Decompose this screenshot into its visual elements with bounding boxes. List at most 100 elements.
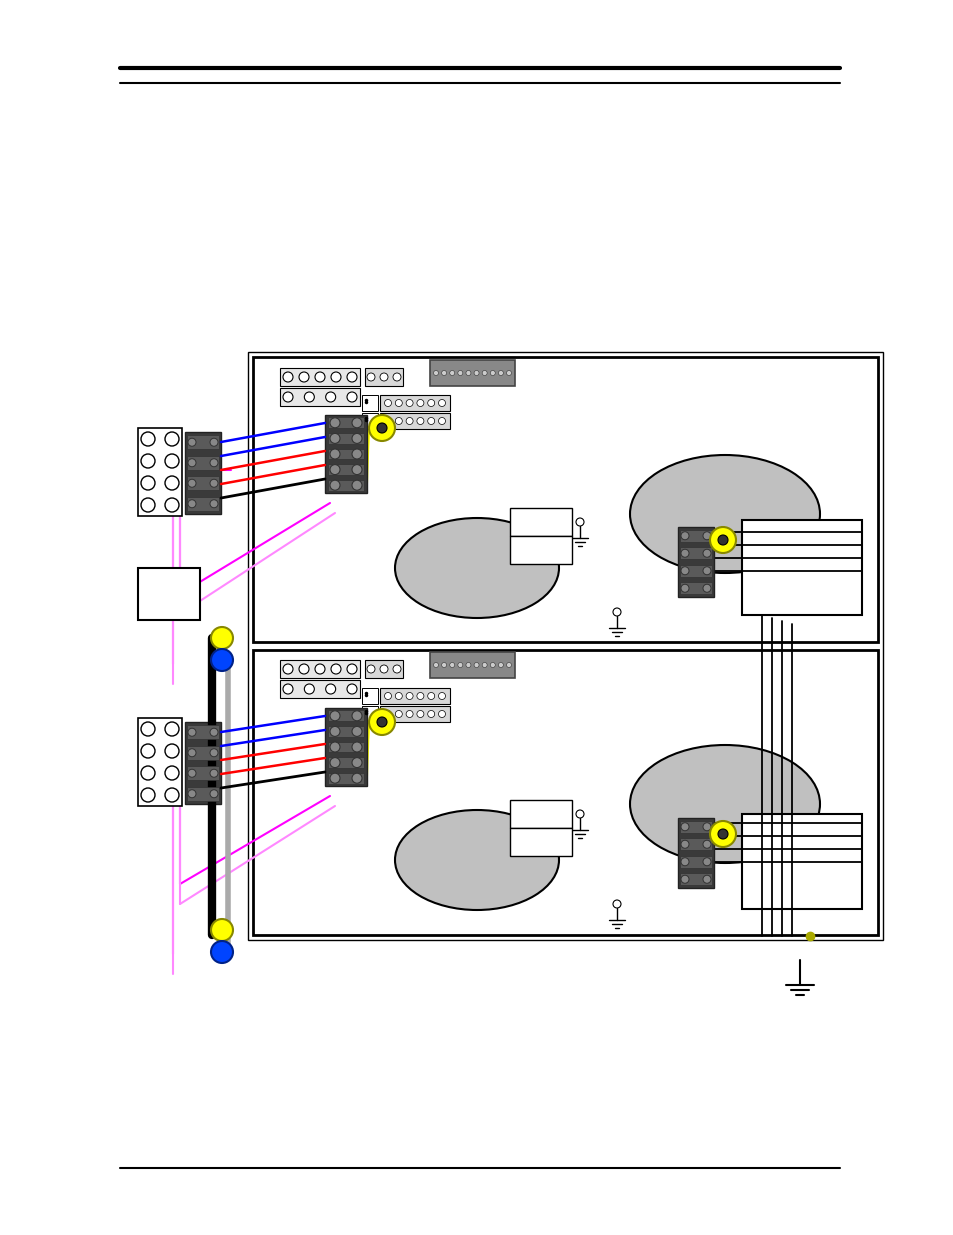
Circle shape xyxy=(352,742,361,752)
Bar xyxy=(138,718,182,806)
Bar xyxy=(187,725,219,740)
Circle shape xyxy=(709,527,735,553)
Circle shape xyxy=(141,743,154,758)
Bar xyxy=(187,787,219,802)
Circle shape xyxy=(283,664,293,674)
Bar xyxy=(510,800,572,827)
Bar xyxy=(510,508,572,536)
Circle shape xyxy=(490,370,495,375)
Bar xyxy=(679,547,711,559)
Circle shape xyxy=(395,710,402,718)
Circle shape xyxy=(395,693,402,699)
Circle shape xyxy=(347,372,356,382)
Circle shape xyxy=(330,433,339,443)
Circle shape xyxy=(449,370,455,375)
Circle shape xyxy=(613,900,620,908)
Circle shape xyxy=(210,438,218,446)
Bar xyxy=(328,726,364,737)
Circle shape xyxy=(438,710,445,718)
Circle shape xyxy=(438,693,445,699)
Bar xyxy=(187,435,219,450)
Circle shape xyxy=(325,391,335,403)
Circle shape xyxy=(165,498,179,513)
Circle shape xyxy=(330,711,339,721)
Bar xyxy=(365,368,402,387)
Circle shape xyxy=(141,454,154,468)
Circle shape xyxy=(702,584,710,593)
Circle shape xyxy=(210,729,218,736)
Bar xyxy=(679,839,711,851)
Circle shape xyxy=(474,370,478,375)
Circle shape xyxy=(331,372,340,382)
Circle shape xyxy=(188,789,195,798)
Circle shape xyxy=(702,840,710,848)
Circle shape xyxy=(141,475,154,490)
Circle shape xyxy=(680,876,688,883)
Circle shape xyxy=(352,726,361,736)
Circle shape xyxy=(393,664,400,673)
Circle shape xyxy=(330,464,339,474)
Bar xyxy=(510,536,572,564)
Bar xyxy=(510,827,572,856)
Bar xyxy=(361,395,377,411)
Circle shape xyxy=(369,709,395,735)
Bar xyxy=(280,368,359,387)
Circle shape xyxy=(613,608,620,616)
Circle shape xyxy=(210,769,218,777)
Circle shape xyxy=(352,773,361,783)
Circle shape xyxy=(304,684,314,694)
Circle shape xyxy=(352,757,361,768)
Circle shape xyxy=(427,399,435,406)
Bar xyxy=(325,708,367,785)
Bar xyxy=(365,659,402,678)
Circle shape xyxy=(211,941,233,963)
Bar xyxy=(379,395,450,411)
Circle shape xyxy=(702,567,710,574)
Circle shape xyxy=(352,711,361,721)
Circle shape xyxy=(702,876,710,883)
Circle shape xyxy=(384,693,391,699)
Circle shape xyxy=(165,722,179,736)
Ellipse shape xyxy=(629,454,820,573)
Circle shape xyxy=(506,370,511,375)
Bar xyxy=(187,746,219,760)
Ellipse shape xyxy=(629,745,820,863)
Circle shape xyxy=(141,498,154,513)
Bar xyxy=(679,564,711,577)
Bar xyxy=(328,448,364,459)
Circle shape xyxy=(438,417,445,425)
Circle shape xyxy=(352,450,361,459)
Bar xyxy=(328,710,364,721)
Circle shape xyxy=(211,650,233,671)
Bar xyxy=(328,479,364,490)
Circle shape xyxy=(141,722,154,736)
Circle shape xyxy=(433,370,438,375)
Circle shape xyxy=(165,432,179,446)
Circle shape xyxy=(702,858,710,866)
Bar xyxy=(280,388,359,406)
Bar xyxy=(253,650,877,935)
Bar xyxy=(379,706,450,722)
Circle shape xyxy=(395,417,402,425)
Circle shape xyxy=(438,399,445,406)
Bar xyxy=(741,520,862,615)
Circle shape xyxy=(416,399,423,406)
Circle shape xyxy=(427,693,435,699)
Circle shape xyxy=(384,399,391,406)
Circle shape xyxy=(490,662,495,667)
Circle shape xyxy=(465,370,471,375)
Circle shape xyxy=(576,810,583,818)
Bar xyxy=(187,496,219,511)
Circle shape xyxy=(427,710,435,718)
Circle shape xyxy=(718,829,727,839)
Circle shape xyxy=(304,391,314,403)
Circle shape xyxy=(165,766,179,781)
Circle shape xyxy=(384,417,391,425)
Circle shape xyxy=(188,748,195,757)
Bar xyxy=(280,680,359,698)
Circle shape xyxy=(457,370,462,375)
Circle shape xyxy=(427,417,435,425)
Ellipse shape xyxy=(395,810,558,910)
Circle shape xyxy=(416,417,423,425)
Circle shape xyxy=(506,662,511,667)
